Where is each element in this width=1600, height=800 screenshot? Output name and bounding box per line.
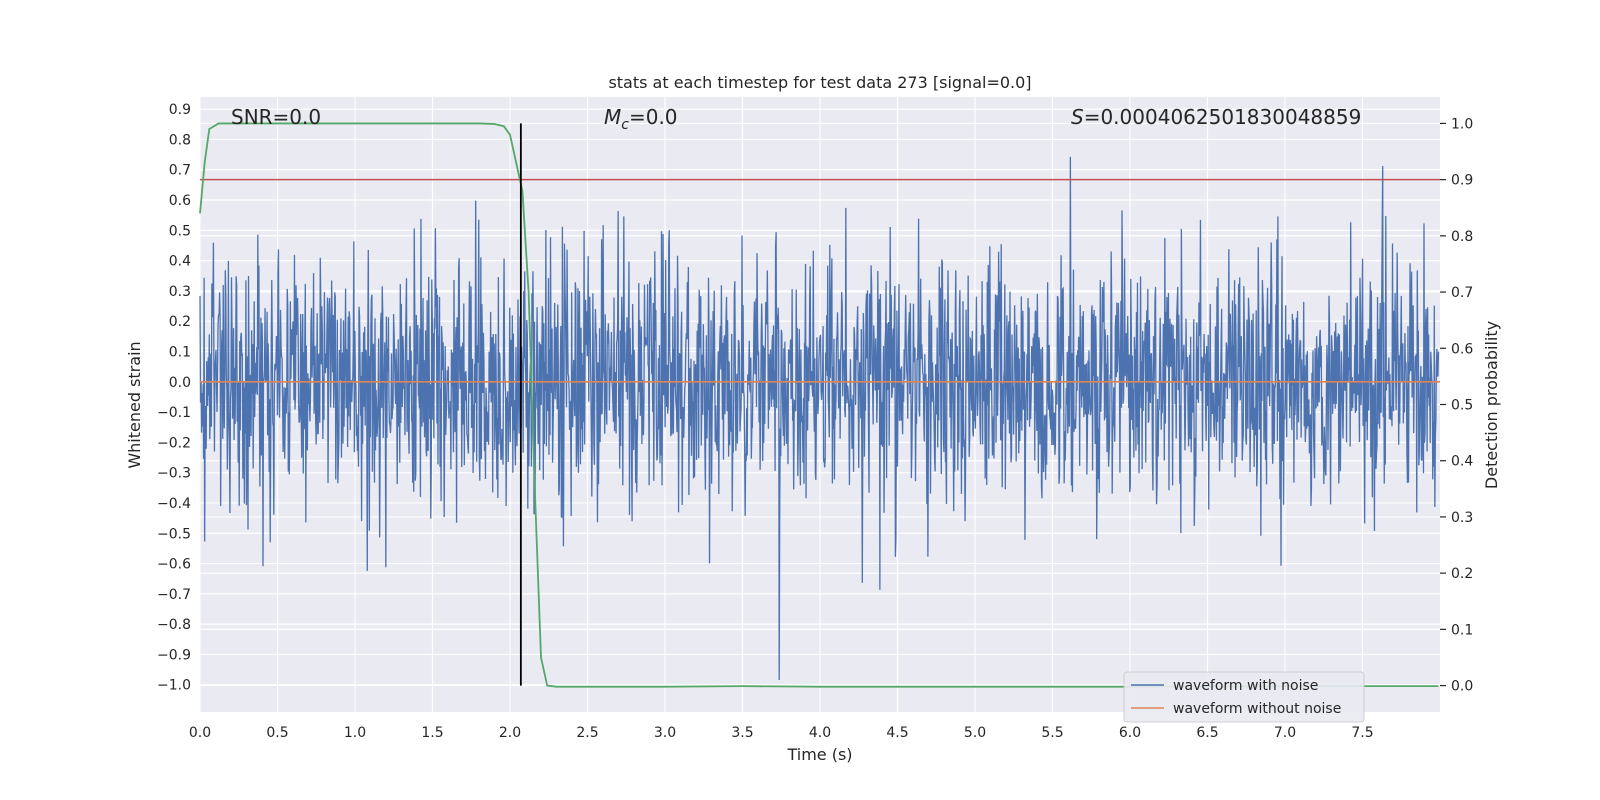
legend-label-clean: waveform without noise — [1173, 701, 1341, 717]
x-tick-label: 1.0 — [344, 725, 366, 741]
y-tick-label: −0.1 — [157, 405, 191, 421]
mc-symbol: M — [604, 105, 621, 129]
x-tick-label: 5.5 — [1041, 725, 1063, 741]
legend-label-noise: waveform with noise — [1173, 678, 1318, 694]
y-tick-label: 0.8 — [169, 132, 191, 148]
legend: waveform with noise waveform without noi… — [1123, 671, 1365, 723]
y-tick-label: 0.1 — [169, 344, 191, 360]
y-tick-label: 0.2 — [169, 314, 191, 330]
y2-tick-label: 0.6 — [1451, 341, 1473, 357]
y-axis-right: 1.0 0.9 0.8 0.7 0.6 0.5 0.4 0.3 0.2 0.1 0.0 — [1440, 116, 1473, 695]
s-annotation: S=0.0004062501830048859 — [1071, 105, 1361, 129]
x-tick-label: 0.0 — [189, 725, 211, 741]
x-tick-label: 0.5 — [266, 725, 288, 741]
series-waveform-with-noise — [199, 156, 1440, 680]
x-tick-label: 5.0 — [964, 725, 986, 741]
x-tick-label: 2.0 — [499, 725, 521, 741]
snr-annotation: SNR=0.0 — [231, 105, 321, 129]
y-axis-label: Whitened strain — [125, 341, 144, 468]
series-detection-probability — [199, 122, 1439, 688]
x-tick-label: 6.5 — [1196, 725, 1218, 741]
legend-box — [1123, 671, 1365, 723]
y2-tick-label: 0.2 — [1451, 566, 1473, 582]
y2-tick-label: 0.4 — [1451, 454, 1473, 470]
x-tick-label: 4.0 — [809, 725, 831, 741]
x-tick-label: 4.5 — [886, 725, 908, 741]
y2-tick-label: 0.3 — [1451, 510, 1473, 526]
y-tick-label: 0.3 — [169, 284, 191, 300]
x-tick-label: 1.5 — [421, 725, 443, 741]
y-tick-label: −0.5 — [157, 526, 191, 542]
y-tick-label: 0.6 — [169, 193, 191, 209]
x-tick-label: 2.5 — [576, 725, 598, 741]
x-tick-label: 6.0 — [1119, 725, 1141, 741]
y-axis-left: 0.9 0.8 0.7 0.6 0.5 0.4 0.3 0.2 0.1 0.0 −0.1 −0.2 −0… — [157, 102, 191, 694]
s-symbol: S — [1071, 105, 1084, 129]
x-axis-label: Time (s) — [786, 745, 852, 764]
mc-value: =0.0 — [629, 105, 678, 129]
y-tick-label: −0.4 — [157, 496, 191, 512]
y2-axis-label: Detection probability — [1482, 321, 1501, 489]
y-tick-label: 0.0 — [169, 375, 191, 391]
y-tick-label: 0.9 — [169, 102, 191, 118]
y-tick-label: 0.4 — [169, 254, 191, 270]
y2-tick-label: 0.1 — [1451, 622, 1473, 638]
s-value: =0.0004062501830048859 — [1084, 105, 1362, 129]
y-tick-label: −0.9 — [157, 647, 191, 663]
y-tick-label: 0.7 — [169, 163, 191, 179]
y-tick-label: −1.0 — [157, 678, 191, 694]
y2-tick-label: 0.0 — [1451, 679, 1473, 695]
y-tick-label: −0.7 — [157, 587, 191, 603]
plot-area — [199, 122, 1440, 688]
mc-annotation: Mc=0.0 — [604, 105, 678, 133]
y-tick-label: −0.2 — [157, 435, 191, 451]
y-tick-label: −0.3 — [157, 466, 191, 482]
y-tick-label: −0.6 — [157, 557, 191, 573]
y-tick-label: 0.5 — [169, 223, 191, 239]
x-axis: 0.0 0.5 1.0 1.5 2.0 2.5 3.0 3.5 4.0 4.5 5.0 5.5 6.0 6… — [189, 725, 1374, 741]
x-tick-label: 7.5 — [1351, 725, 1373, 741]
y2-tick-label: 0.7 — [1451, 285, 1473, 301]
y2-tick-label: 0.5 — [1451, 398, 1473, 414]
mc-subscript: c — [621, 117, 629, 133]
y-tick-label: −0.8 — [157, 617, 191, 633]
chart-title: stats at each timestep for test data 273… — [608, 73, 1031, 92]
y2-tick-label: 0.9 — [1451, 173, 1473, 189]
x-tick-label: 3.5 — [731, 725, 753, 741]
y2-tick-label: 1.0 — [1451, 116, 1473, 132]
y2-tick-label: 0.8 — [1451, 229, 1473, 245]
x-tick-label: 3.0 — [654, 725, 676, 741]
x-tick-label: 7.0 — [1274, 725, 1296, 741]
